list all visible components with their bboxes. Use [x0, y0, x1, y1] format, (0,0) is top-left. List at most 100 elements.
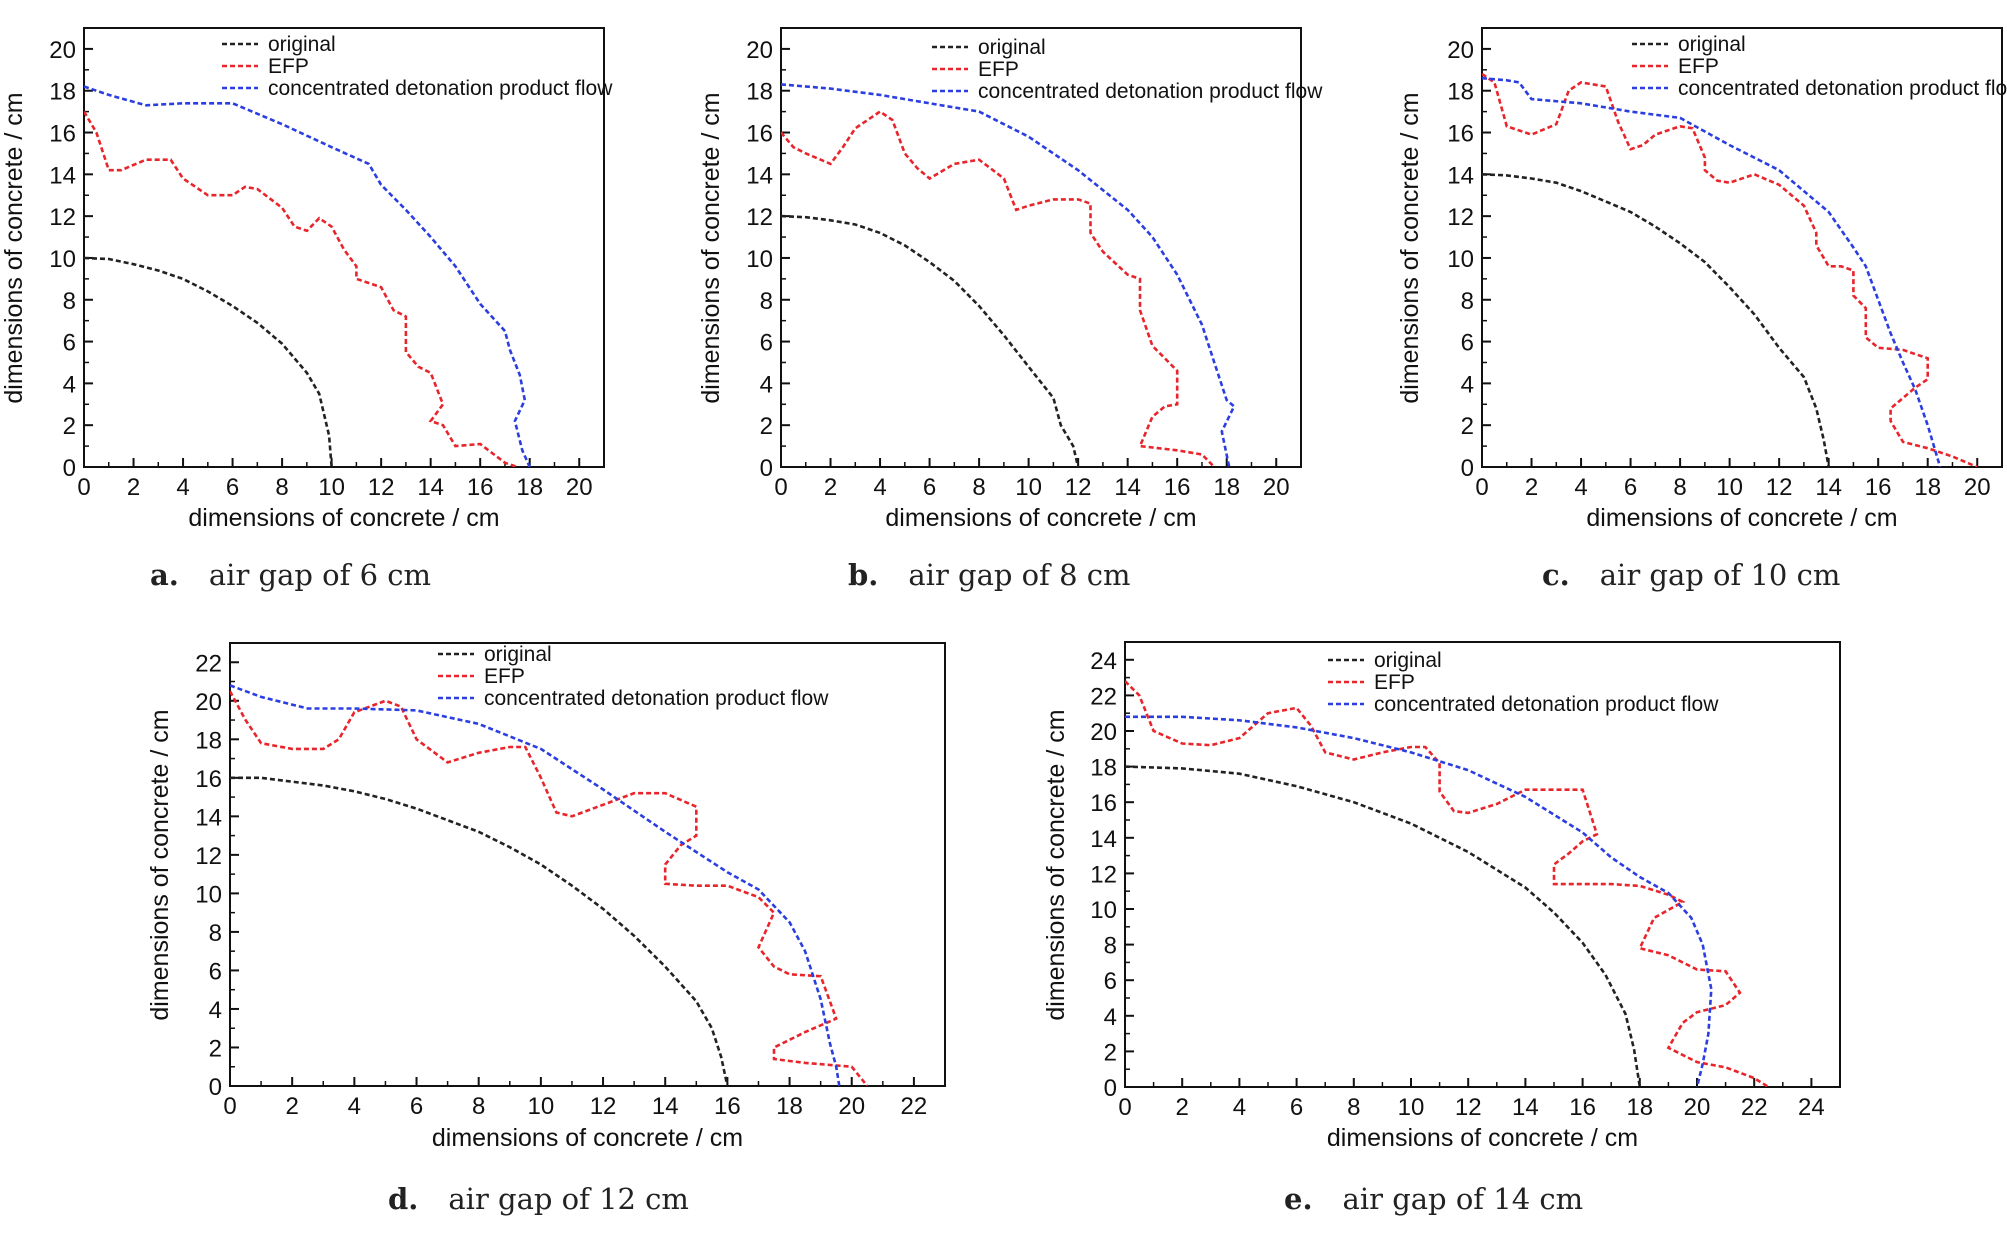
x-tick-label: 8: [472, 1093, 485, 1120]
plot-frame: [1124, 641, 1841, 1088]
x-tick-label: 10: [1716, 474, 1743, 501]
x-tick-label: 18: [1626, 1094, 1653, 1121]
y-tick-label: 2: [760, 413, 773, 440]
x-tick-label: 8: [1673, 474, 1686, 501]
y-tick-label: 14: [49, 162, 76, 189]
panel-caption-text: air gap of 8 cm: [908, 558, 1130, 592]
series-line-flow: [230, 684, 841, 1086]
y-tick-label: 20: [195, 689, 222, 716]
y-tick-label: 18: [746, 79, 773, 106]
x-tick-label: 6: [923, 474, 936, 501]
y-tick-label: 24: [1090, 648, 1117, 675]
y-tick-label: 4: [63, 371, 76, 398]
panel-caption: b. air gap of 8 cm: [848, 558, 1130, 592]
y-tick-label: 20: [746, 37, 773, 64]
y-tick-label: 18: [1447, 79, 1474, 106]
x-tick-label: 12: [1766, 474, 1793, 501]
y-axis-label: dimensions of concrete / cm: [1042, 709, 1070, 1020]
x-tick-label: 4: [176, 474, 189, 501]
x-axis-label: dimensions of concrete / cm: [432, 1124, 743, 1152]
x-tick-label: 0: [77, 474, 90, 501]
legend-label: concentrated detonation product flow: [484, 687, 829, 710]
x-tick-label: 16: [467, 474, 494, 501]
x-tick-label: 18: [776, 1093, 803, 1120]
x-tick-label: 6: [1290, 1094, 1303, 1121]
plot-frame: [229, 642, 946, 1087]
panel-caption-text: air gap of 14 cm: [1343, 1182, 1584, 1216]
y-axis-label: dimensions of concrete / cm: [0, 92, 28, 403]
panel-caption-text: air gap of 10 cm: [1600, 558, 1841, 592]
x-tick-label: 4: [1574, 474, 1587, 501]
y-tick-label: 6: [1104, 968, 1117, 995]
series-line-efp: [1482, 72, 1978, 467]
panel-caption: c. air gap of 10 cm: [1542, 558, 1840, 592]
y-tick-label: 18: [1090, 755, 1117, 782]
y-tick-label: 10: [1447, 246, 1474, 273]
legend-label: EFP: [1374, 671, 1415, 694]
y-axis-label: dimensions of concrete / cm: [1396, 92, 1424, 403]
legend-label: original: [1678, 33, 1746, 56]
y-tick-label: 16: [1090, 790, 1117, 817]
series-line-original: [1482, 173, 1830, 467]
x-tick-label: 10: [1398, 1094, 1425, 1121]
x-tick-label: 12: [1065, 474, 1092, 501]
legend-label: concentrated detonation product flow: [978, 80, 1323, 103]
x-tick-label: 2: [824, 474, 837, 501]
x-tick-label: 16: [1865, 474, 1892, 501]
y-tick-label: 18: [49, 79, 76, 106]
x-tick-label: 2: [1525, 474, 1538, 501]
legend-label: EFP: [1678, 55, 1719, 78]
y-tick-label: 0: [1461, 455, 1474, 482]
y-tick-label: 16: [1447, 121, 1474, 148]
y-tick-label: 10: [49, 246, 76, 273]
legend-label: original: [978, 36, 1046, 59]
y-tick-label: 22: [195, 650, 222, 677]
x-axis-label: dimensions of concrete / cm: [1327, 1124, 1638, 1152]
y-tick-label: 8: [209, 920, 222, 947]
panel-caption-text: air gap of 12 cm: [448, 1182, 689, 1216]
x-tick-label: 20: [566, 474, 593, 501]
x-tick-label: 8: [972, 474, 985, 501]
x-tick-label: 14: [1512, 1094, 1539, 1121]
y-tick-label: 6: [760, 330, 773, 357]
y-tick-label: 4: [760, 371, 773, 398]
legend-label: concentrated detonation product flow: [1374, 693, 1719, 716]
panel-letter: c.: [1542, 558, 1570, 592]
x-tick-label: 22: [901, 1093, 928, 1120]
x-tick-label: 8: [1347, 1094, 1360, 1121]
y-tick-label: 20: [1447, 37, 1474, 64]
panel-letter: a.: [150, 558, 179, 592]
y-tick-label: 0: [209, 1074, 222, 1101]
legend-label: original: [268, 33, 336, 56]
y-tick-label: 12: [1090, 861, 1117, 888]
y-tick-label: 2: [1461, 413, 1474, 440]
y-tick-label: 4: [1104, 1004, 1117, 1031]
x-tick-label: 18: [516, 474, 543, 501]
y-tick-label: 8: [1104, 933, 1117, 960]
legend-label: concentrated detonation product flow: [268, 77, 613, 100]
x-tick-label: 24: [1798, 1094, 1825, 1121]
x-tick-label: 6: [226, 474, 239, 501]
x-tick-label: 14: [1815, 474, 1842, 501]
x-tick-label: 0: [1118, 1094, 1131, 1121]
x-tick-label: 14: [1114, 474, 1141, 501]
panel-letter: d.: [388, 1182, 418, 1216]
y-tick-label: 8: [63, 288, 76, 315]
y-tick-label: 12: [746, 204, 773, 231]
series-line-original: [1125, 765, 1642, 1087]
x-tick-label: 20: [1684, 1094, 1711, 1121]
x-tick-label: 0: [774, 474, 787, 501]
chart-panel-2: 0 2 4 6 8 10 12 14 16 18 20 0 2 4 6 8 10 12 14 16 18 20 dimens…: [697, 27, 1323, 592]
y-tick-label: 18: [195, 727, 222, 754]
y-tick-label: 6: [63, 330, 76, 357]
x-tick-label: 4: [1233, 1094, 1246, 1121]
legend-label: EFP: [268, 55, 309, 78]
chart-panel-4: 0 2 4 6 8 10 12 14 16 18 20 22 0 2 4 6 8 10 12 14 16 18 20 22 di…: [146, 642, 946, 1216]
series-line-original: [230, 776, 729, 1086]
x-tick-label: 18: [1213, 474, 1240, 501]
x-tick-label: 10: [528, 1093, 555, 1120]
y-tick-label: 8: [760, 288, 773, 315]
